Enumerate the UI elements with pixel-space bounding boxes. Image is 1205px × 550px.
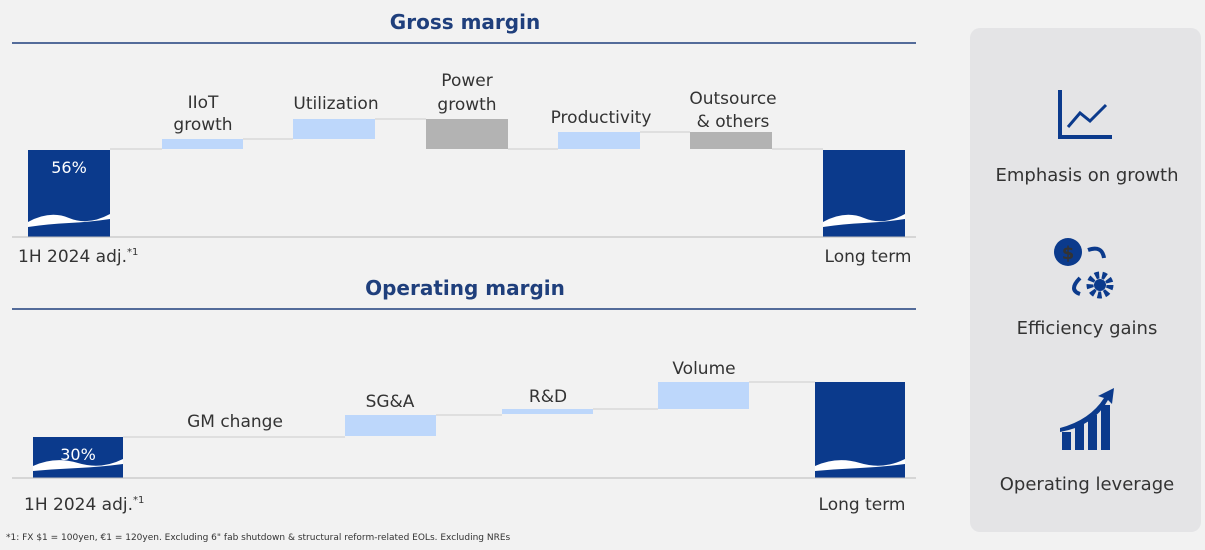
step-label: Volume	[672, 359, 735, 379]
end-label: Long term	[825, 247, 912, 267]
panel-label: Emphasis on growth	[995, 165, 1178, 186]
break	[815, 459, 905, 471]
bar	[558, 132, 640, 149]
start-text: 1H 2024 adj.	[18, 247, 127, 267]
step-label: Outsource	[689, 89, 776, 109]
end-label: Long term	[819, 495, 906, 515]
panel	[970, 28, 1201, 532]
panel-label: Operating leverage	[1000, 474, 1174, 495]
bar	[33, 437, 123, 478]
step-label: SG&A	[366, 392, 415, 412]
bar	[162, 139, 243, 149]
coin-symbol: $	[1062, 243, 1075, 264]
panel-label: Efficiency gains	[1017, 318, 1158, 339]
break	[28, 214, 110, 227]
step-label: growth	[173, 115, 232, 135]
step-label: growth	[437, 95, 496, 115]
bar	[426, 119, 508, 149]
break	[33, 459, 123, 471]
step-label: R&D	[529, 387, 567, 407]
icon-bar	[1062, 432, 1071, 450]
start-text: 1H 2024 adj.	[24, 495, 133, 515]
bar	[658, 382, 749, 409]
bar	[345, 415, 436, 436]
title: Gross margin	[390, 10, 540, 34]
step-label: Productivity	[551, 108, 652, 128]
bar-label: 56%	[51, 158, 87, 177]
bar	[502, 409, 593, 414]
start-label: 1H 2024 adj.*1	[18, 247, 138, 267]
start-label: 1H 2024 adj.*1	[24, 495, 144, 515]
trend-icon	[1066, 103, 1108, 128]
step-label: Power	[441, 71, 492, 91]
icon-bar	[1101, 405, 1110, 450]
icon-arrow	[1060, 388, 1114, 432]
footnote-ref: *1	[133, 495, 144, 506]
leverage-icon	[1060, 388, 1114, 450]
break	[823, 214, 905, 227]
efficiency-icon: $	[1054, 238, 1114, 299]
icon-bar	[1088, 415, 1097, 450]
icon-bar	[1075, 424, 1084, 450]
bar	[293, 119, 375, 139]
coin	[1054, 238, 1082, 266]
footnote-ref: *1	[127, 247, 138, 258]
step-label: IIoT	[188, 93, 219, 113]
step-label: & others	[697, 112, 770, 132]
growth-icon	[1058, 90, 1112, 139]
bar	[690, 132, 772, 149]
arrow	[1087, 246, 1106, 259]
axis-icon	[1058, 90, 1112, 139]
gear-hub	[1094, 279, 1106, 291]
bar-label: 30%	[60, 445, 96, 464]
gear	[1086, 271, 1114, 299]
footnote: *1: FX $1 = 100yen, €1 = 120yen. Excludi…	[6, 533, 511, 543]
step-label: GM change	[187, 412, 283, 432]
step-label: Utilization	[293, 94, 378, 114]
arrow	[1072, 276, 1082, 296]
title: Operating margin	[365, 276, 565, 300]
